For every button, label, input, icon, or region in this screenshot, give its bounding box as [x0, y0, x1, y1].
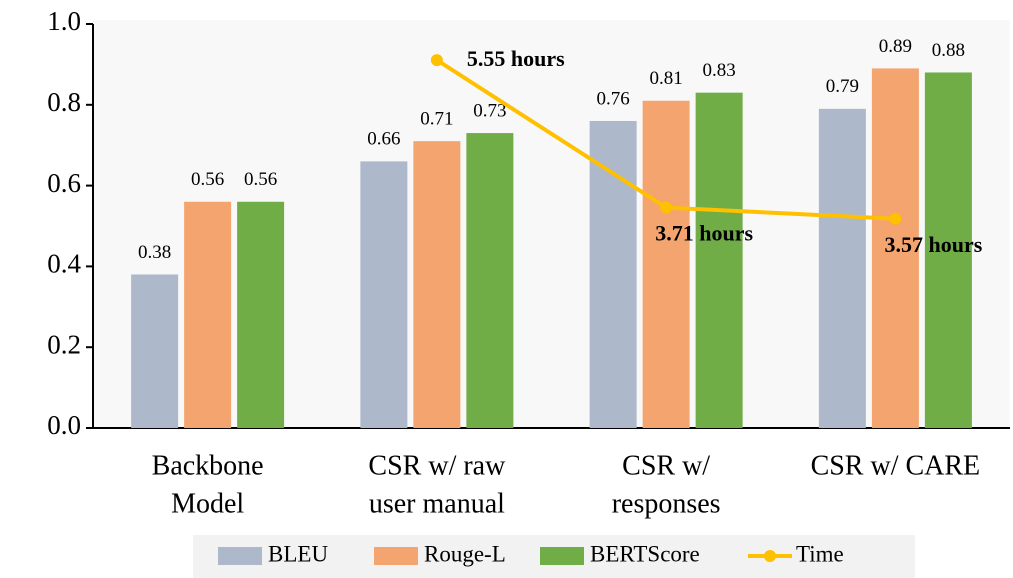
- legend-label: Time: [796, 541, 844, 566]
- y-tick-label: 0.2: [47, 329, 81, 359]
- data-label: 3.57 hours: [884, 232, 982, 257]
- y-tick-label: 0.8: [47, 87, 81, 117]
- data-label: 0.81: [650, 68, 683, 89]
- y-tick-label: 1.0: [47, 6, 81, 36]
- data-label: 0.66: [367, 129, 400, 150]
- data-label: 3.71 hours: [655, 221, 753, 246]
- data-label: 0.83: [703, 60, 736, 81]
- x-tick-label: Model: [171, 488, 244, 519]
- legend-label: BLEU: [268, 541, 328, 566]
- bar: [589, 120, 637, 429]
- bar: [818, 108, 866, 428]
- data-label: 0.79: [826, 76, 859, 97]
- bar: [184, 201, 232, 428]
- data-label: 0.56: [244, 169, 277, 190]
- bar: [466, 133, 514, 428]
- line-point: [660, 201, 673, 214]
- legend-swatch: [374, 547, 418, 565]
- x-tick-label: CSR w/ raw: [368, 450, 506, 481]
- line-point: [430, 54, 443, 67]
- x-tick-label: CSR w/ CARE: [811, 450, 981, 481]
- data-label: 0.56: [191, 169, 224, 190]
- y-tick-label: 0.4: [47, 249, 81, 279]
- legend-label: Rouge-L: [424, 541, 506, 566]
- bar: [413, 141, 461, 428]
- y-tick-label: 0.0: [47, 410, 81, 440]
- data-label: 0.73: [473, 100, 506, 121]
- bar: [237, 201, 285, 428]
- data-label: 0.38: [138, 242, 171, 263]
- bar: [924, 72, 972, 428]
- bar: [642, 100, 690, 428]
- data-label: 5.55 hours: [467, 46, 565, 71]
- bar: [360, 161, 408, 429]
- legend-swatch: [540, 547, 584, 565]
- x-tick-label: responses: [612, 488, 721, 519]
- y-tick-label: 0.6: [47, 168, 81, 198]
- data-label: 0.76: [597, 88, 630, 109]
- data-label: 0.71: [420, 109, 453, 130]
- x-tick-label: user manual: [369, 488, 505, 519]
- legend-swatch: [218, 547, 262, 565]
- x-tick-label: CSR w/: [622, 450, 710, 481]
- data-label: 0.89: [879, 36, 912, 57]
- legend-label: BERTScore: [590, 541, 700, 566]
- bar: [695, 92, 743, 429]
- x-tick-label: Backbone: [152, 450, 264, 481]
- legend-swatch: [764, 550, 776, 562]
- line-point: [889, 212, 902, 225]
- bar: [131, 274, 179, 428]
- bar: [871, 68, 919, 428]
- data-label: 0.88: [932, 40, 965, 61]
